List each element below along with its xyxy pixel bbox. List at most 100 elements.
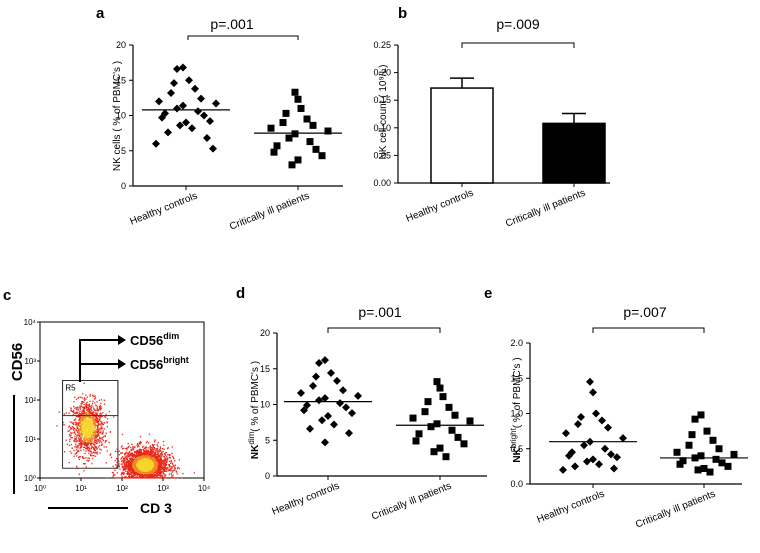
flow-event-pop0 [92,457,94,460]
flow-event-pop0 [88,457,91,460]
flow-event-pop1 [157,459,159,461]
flow-event-pop1 [127,466,130,468]
flow-event-pop1 [145,468,147,471]
flow-event-pop0 [80,437,82,439]
flow-event-pop0 [77,409,79,411]
flow-event-pop0 [96,440,98,442]
flow-event-pop0 [93,446,95,449]
flow-event-pop0 [78,450,80,452]
flow-event-pop1 [149,455,151,457]
flow-event-pop1 [128,469,130,471]
flow-event-pop1 [128,445,130,447]
flow-event-pop0 [83,439,86,441]
flow-event-pop0 [101,443,103,445]
flow-event-pop1 [136,444,138,446]
flow-event-pop0 [83,444,85,446]
flow-event-pop0 [72,409,75,412]
flow-event-pop1 [138,450,140,453]
flow-event-pop0 [92,416,95,419]
flow-event-pop1 [118,450,120,452]
panel-d-point-patient [436,444,444,452]
flow-event-pop1 [128,460,130,463]
flow-event-pop0 [86,444,89,446]
panel-d-point-patient [439,393,447,401]
flow-event-pop1 [118,465,120,467]
flow-event-pop1 [149,448,152,451]
flow-event-pop0 [80,427,82,429]
flow-event-pop0 [96,451,98,453]
flow-event-pop1 [151,457,153,459]
flow-event-pop1 [153,447,156,449]
flow-event-pop1 [158,467,161,469]
flow-event-pop1 [172,463,174,465]
flow-event-pop1 [121,448,124,450]
flow-event-pop0 [94,422,96,424]
flow-event-pop1 [155,474,157,477]
panel-d-point-patient [454,433,462,441]
flow-event-pop0 [83,397,86,399]
flow-event-pop1 [162,450,164,453]
flow-event-pop0 [88,447,90,449]
flow-event-pop1 [143,477,145,479]
flow-event-pop1 [133,463,135,465]
flow-event-pop1 [148,470,150,472]
flow-event-pop1 [135,467,137,469]
flow-event-pop0 [94,455,96,457]
flow-event-pop1 [171,467,173,469]
flow-event-pop0 [75,413,77,415]
flow-event-pop1 [158,451,161,453]
flow-event-pop0 [87,444,90,446]
flow-event-pop1 [118,465,121,468]
flow-event-pop0 [84,420,86,423]
flow-event-pop0 [96,401,98,403]
flow-event-pop0 [77,423,79,425]
flow-event-pop1 [151,473,153,475]
flow-event-pop1 [122,447,125,449]
flow-event-pop0 [98,418,100,420]
flow-event-pop0 [93,423,95,425]
flow-event-pop1 [160,453,163,456]
flow-event-pop0 [88,413,90,415]
flow-event-pop0 [93,445,96,447]
flow-event-pop0 [105,413,107,415]
flow-event-pop1 [154,451,156,454]
flow-event-pop0 [78,396,80,398]
flow-event-pop0 [92,432,94,434]
panel-e-point-patient [679,457,687,465]
flow-event-pop0 [99,423,101,426]
flow-event-pop1 [125,476,128,478]
flow-event-pop0 [109,454,111,456]
flow-event-pop1 [173,466,176,468]
flow-event-pop1 [126,460,128,462]
flow-event-pop1 [140,459,143,462]
flow-event-pop0 [71,422,73,424]
flow-event-pop0 [76,423,78,425]
cd56-dim-label: CD56dim [130,331,179,348]
flow-event-pop1 [164,452,167,454]
flow-event-pop1 [128,463,131,465]
flow-event-pop0 [84,441,86,444]
cd56-dim-sup: dim [163,331,179,341]
flow-event-pop1 [157,453,159,455]
flow-event-pop0 [92,417,94,419]
flow-event-pop0 [74,439,76,441]
panel-d-point-control [342,403,350,412]
flow-event-pop0 [67,430,69,432]
flow-event-pop0 [93,415,95,417]
flow-event-pop0 [90,453,92,455]
flow-event-pop1 [140,461,142,464]
flow-event-pop1 [126,464,129,467]
flow-event-pop1 [147,451,149,454]
panel-d-letter: d [236,285,245,302]
flow-event-pop0 [99,448,101,450]
flow-event-pop1 [148,472,151,475]
flow-event-pop0 [69,450,71,453]
flow-event-pop1 [145,451,147,453]
flow-event-pop1 [151,470,153,472]
flow-event-pop1 [123,463,126,466]
flow-event-pop1 [152,461,155,463]
flow-event-pop1 [116,464,118,467]
flow-event-pop1 [164,454,166,456]
flow-event-pop1 [164,467,166,469]
flow-event-pop1 [127,471,129,474]
